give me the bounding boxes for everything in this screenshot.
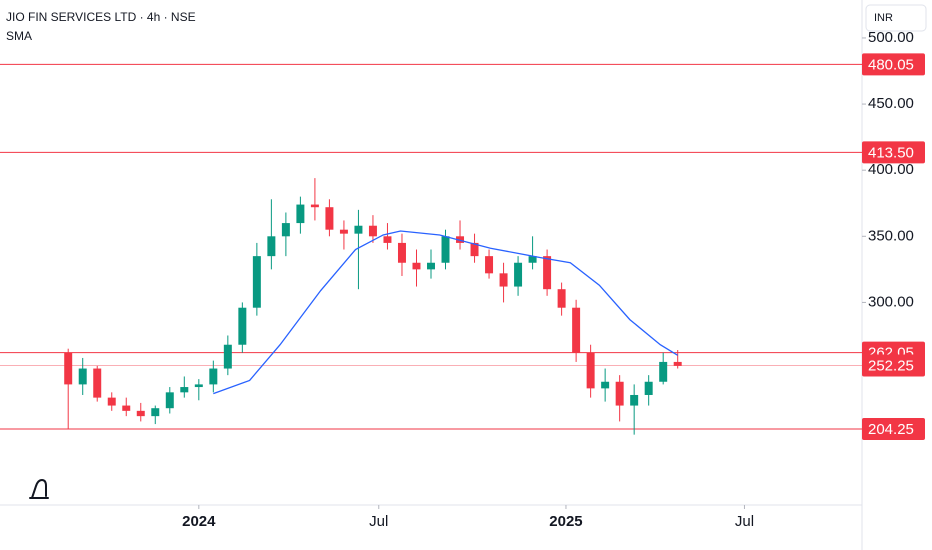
candle-body [93,368,102,398]
candle-body [78,368,87,385]
logo-body [31,478,47,499]
y-tick-label: 500.00 [868,29,914,46]
candle-body [64,352,73,385]
candle-body [354,225,363,234]
candle-body [165,392,174,409]
level-label-box [862,141,925,164]
candle-body [412,262,421,270]
candle-body [383,236,392,243]
candle-body [122,405,131,411]
candle-body [514,262,523,287]
candle-body [644,381,653,395]
candle-body [673,361,682,366]
candle-body [368,225,377,237]
level-label: 204.25 [868,421,914,438]
candle-body [310,204,319,208]
candle-body [281,223,290,237]
candle-body [238,307,247,345]
y-tick-label: 400.00 [868,161,914,178]
candle-body [180,387,189,393]
candle-body [397,242,406,263]
candle-body [339,229,348,234]
candle-body [441,236,450,263]
sma-line [213,230,679,395]
candle-body [151,408,160,417]
candle-body [194,384,203,388]
candle-body [557,289,566,308]
currency: INR [874,12,893,24]
level-label-box [862,354,925,377]
candle-body [615,381,624,406]
x-tick-label: Jul [735,513,754,530]
y-tick-label: 450.00 [868,95,914,112]
y-tick-label: 300.00 [868,293,914,310]
level-label: 413.50 [868,144,914,161]
candle-body [543,256,552,290]
candle-body [136,410,145,417]
x-tick-label: 2024 [182,513,216,530]
candle-body [267,236,276,257]
y-tick-label: 350.00 [868,227,914,244]
candle-body [296,204,305,224]
candle-body [601,381,610,389]
candle-body [223,344,232,369]
candle-body [586,352,595,389]
currency-box[interactable] [865,4,927,32]
candle-body [470,242,479,257]
indicator-label: SMA [6,29,32,43]
candle-body [659,361,668,382]
candle-body [630,394,639,406]
level-label: 252.25 [868,358,914,375]
level-label-box [862,418,925,441]
x-tick-label: Jul [369,513,388,530]
candle-body [427,262,435,270]
candle-body [528,256,537,263]
logo [29,478,49,499]
candle-body [499,273,508,287]
candle-body [252,256,261,308]
chart-title: JIO FIN SERVICES LTD · 4h · NSE [6,10,196,24]
level-label: 480.05 [868,56,914,73]
candle-body [209,368,218,385]
x-tick-label: 2025 [549,513,582,530]
candle-body [485,256,494,274]
candle-body [325,207,334,230]
level-label-box [862,53,925,76]
candle-body [572,307,581,353]
candle-body [107,397,116,406]
